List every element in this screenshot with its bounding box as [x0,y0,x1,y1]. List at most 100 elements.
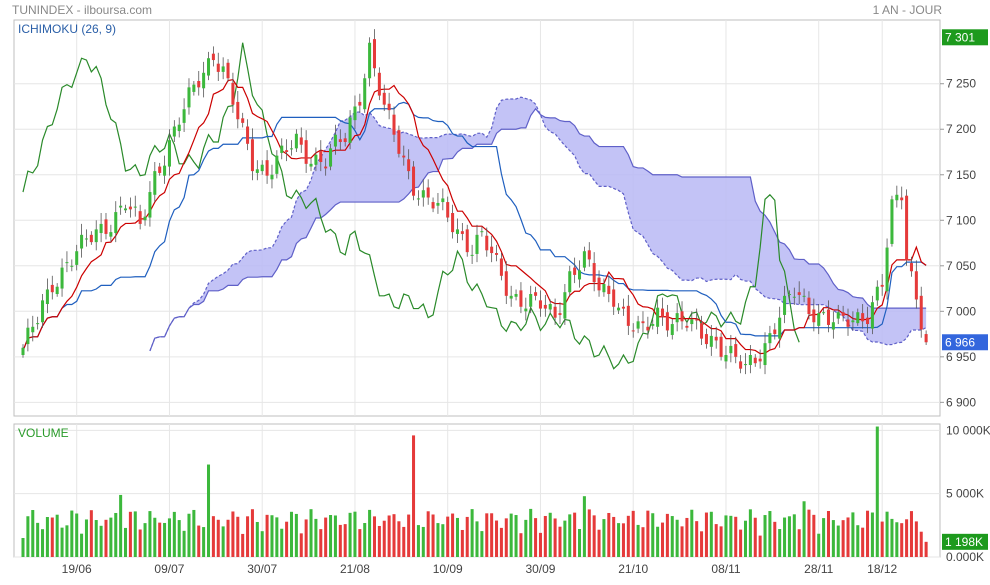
volume-bar [538,532,542,557]
candle [700,315,704,345]
volume-bar [763,515,767,557]
volume-bar [299,533,303,557]
candle-body [455,229,459,234]
candle [289,140,294,156]
volume-bar [753,517,757,557]
candle-body [124,208,128,211]
volume-bar [177,520,181,557]
candle [109,224,113,243]
candle-body [407,159,411,172]
candle-body [75,251,79,265]
candle-body [36,323,40,325]
candle [573,257,577,284]
candle [124,204,128,213]
candle-body [255,169,259,173]
candle-body [787,294,791,296]
volume-bar [21,538,25,557]
candle [558,302,562,325]
candle [94,220,98,251]
candle-body [236,101,240,120]
candle [592,252,596,292]
volume-bar [851,512,855,557]
candle [480,226,484,237]
candle-body [490,246,494,254]
volume-bar [470,509,474,557]
candle [909,256,913,277]
candle [255,160,259,181]
candle-body [221,66,225,72]
senkou-span-a [149,96,927,352]
y-tick-label: 7 150 [946,168,976,182]
volume-bar [919,531,923,557]
y-tick-label: 7 050 [946,259,976,273]
y-tick-label: 7 250 [946,77,976,91]
candle-body [538,300,542,309]
candle-body [568,271,572,293]
candle-body [582,251,586,268]
volume-bar [773,521,777,557]
volume-bar [124,527,128,557]
candle [270,164,274,189]
candle [211,46,215,67]
candle-body [656,307,660,327]
candle [812,298,816,332]
candle-body [773,329,777,335]
candle [563,284,567,325]
candle-body [890,199,894,244]
candle-body [382,92,386,105]
y-tick-label: 6 950 [946,350,976,364]
candle [739,355,743,374]
candle-body [41,300,45,323]
candle [221,57,225,80]
candle-body [621,306,625,309]
candle-body [148,192,152,218]
volume-bar [822,518,826,557]
y-tick-label: 7 200 [946,122,976,136]
volume-bar [675,519,679,557]
volume-bar [495,520,499,557]
volume-bar [294,513,298,557]
volume-bar [778,529,782,557]
candle-body [592,263,596,283]
candle [875,280,879,306]
volume-bar [558,526,562,557]
candle [866,306,870,334]
volume-panel-title: VOLUME [18,426,69,440]
candle [31,315,35,342]
candle-body [70,265,74,267]
candle [612,279,616,315]
candle [680,301,684,330]
candle-body [172,126,176,137]
candle [363,73,367,113]
candle [709,324,713,356]
candle [900,186,904,210]
volume-bar [519,533,523,557]
volume-bar [734,516,738,557]
candle-body [368,42,372,79]
candle-body [543,304,547,309]
volume-bar [636,524,640,557]
candle-body [451,212,455,233]
candle [353,95,357,130]
candle [460,223,464,241]
candle-body [216,63,220,72]
volume-bar [363,523,367,557]
chart-period-label[interactable]: 1 AN - JOUR [872,3,942,17]
volume-bar [270,515,274,557]
x-tick-label: 18/12 [867,562,897,576]
candle-body [924,334,928,343]
candle-body [192,84,196,92]
volume-bar [680,526,684,557]
volume-bar [875,426,879,557]
volume-bar [485,513,489,557]
candle-body [607,285,611,295]
candle [84,229,88,247]
volume-bar [368,509,372,557]
candle [519,282,523,314]
candle [36,316,40,330]
volume-bar [431,514,435,557]
candle [861,304,865,329]
volume-bar [260,531,264,557]
volume-bar [216,519,220,557]
candle [690,311,694,332]
